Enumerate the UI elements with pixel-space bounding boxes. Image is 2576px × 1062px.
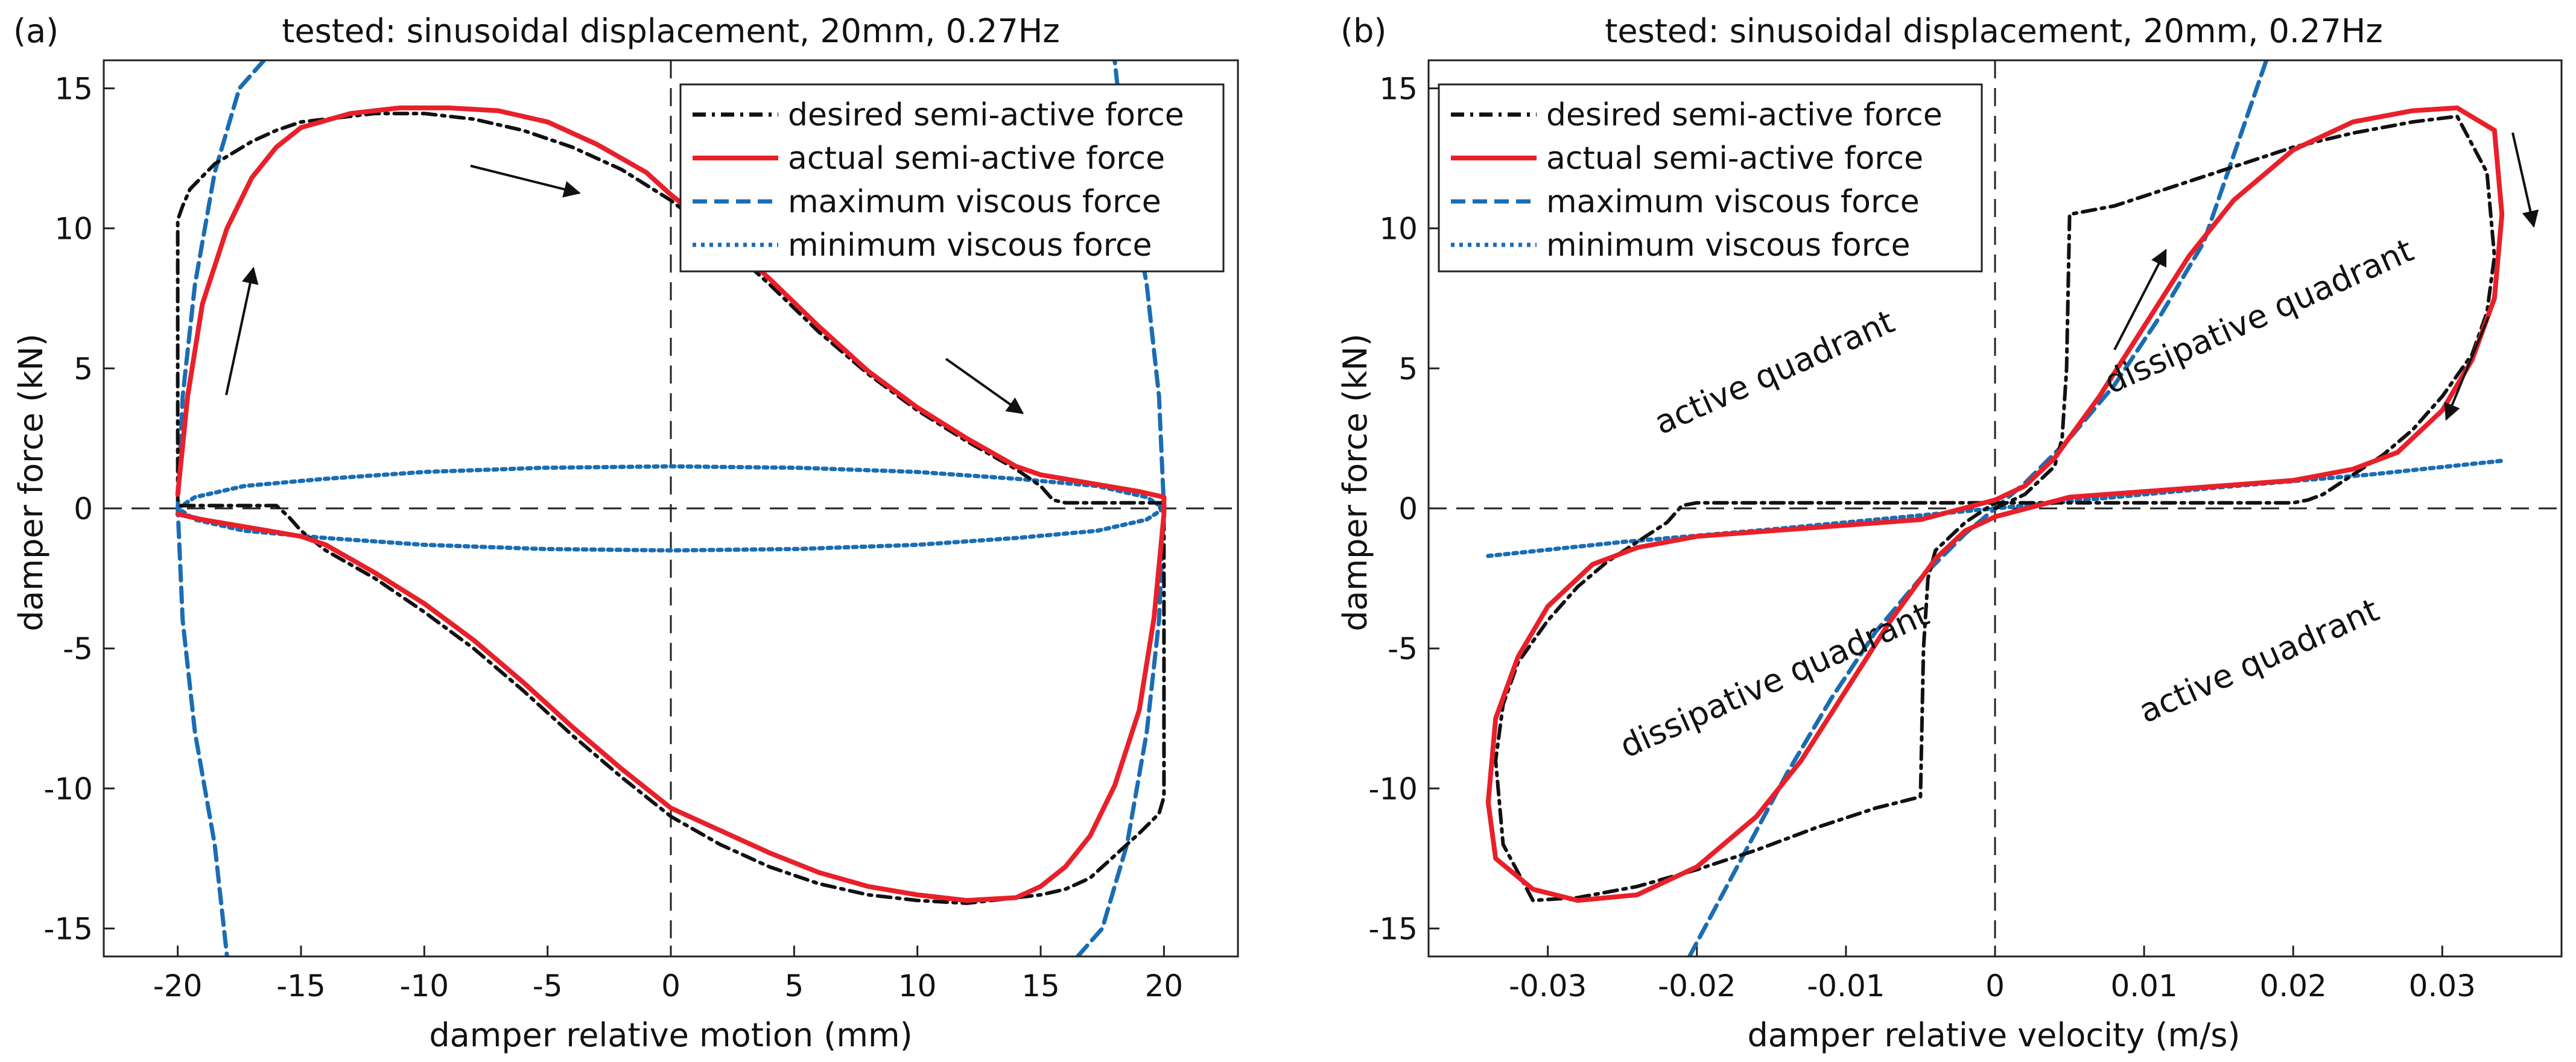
- x-tick-label: -0.02: [1658, 969, 1736, 1004]
- x-tick-label: -5: [533, 969, 563, 1004]
- panel-b: (b) tested: sinusoidal displacement, 20m…: [1336, 12, 2563, 1054]
- panel-b-label: (b): [1340, 12, 1386, 50]
- panel-b-x-ticks: -0.03 -0.02 -0.01 0 0.01 0.02 0.03: [1509, 946, 2476, 1004]
- y-tick-label: -15: [1368, 912, 1418, 947]
- panel-a-x-ticks: -20 -15 -10 -5 0 5 10 15 20: [153, 946, 1183, 1004]
- y-tick-label: -15: [43, 912, 93, 947]
- panel-a-axes-box: [103, 59, 1239, 958]
- x-tick-label: 0.03: [2409, 969, 2476, 1004]
- arrow: [2444, 316, 2490, 421]
- x-tick-label: 0.02: [2260, 969, 2327, 1004]
- panel-b-title: tested: sinusoidal displacement, 20mm, 0…: [1605, 12, 2383, 50]
- arrow: [2113, 248, 2167, 350]
- panel-a-xlabel: damper relative motion (mm): [429, 1016, 912, 1054]
- panel-b-series: [1485, 60, 2505, 956]
- legend-label: maximum viscous force: [1546, 184, 1920, 220]
- y-tick-label: -5: [1388, 631, 1418, 666]
- panel-b-axes-box: [1427, 59, 2563, 958]
- panel-a-ylabel: damper force (kN): [12, 333, 50, 631]
- x-tick-label: 20: [1145, 969, 1184, 1004]
- y-tick-label: -5: [63, 631, 93, 666]
- y-tick-label: -10: [43, 771, 93, 806]
- quadrant-annotation: active quadrant: [2133, 591, 2385, 731]
- panel-b-y-ticks: 15 10 5 0 -5 -10 -15: [1368, 71, 1439, 947]
- legend-label: minimum viscous force: [788, 227, 1152, 264]
- panel-a: (a) tested: sinusoidal displacement, 20m…: [12, 12, 1239, 1054]
- arrow: [2511, 132, 2539, 228]
- legend-label: desired semi-active force: [1546, 97, 1943, 133]
- y-tick-label: 5: [74, 352, 93, 387]
- y-tick-label: 15: [54, 71, 93, 106]
- y-tick-label: 5: [1398, 352, 1418, 387]
- panel-a-title: tested: sinusoidal displacement, 20mm, 0…: [282, 12, 1060, 50]
- y-tick-label: 15: [1379, 71, 1418, 106]
- legend-label: desired semi-active force: [788, 97, 1184, 133]
- y-tick-label: 10: [54, 212, 93, 247]
- x-tick-label: -10: [399, 969, 449, 1004]
- x-tick-label: -20: [153, 969, 203, 1004]
- panel-b-legend: desired semi-active force actual semi-ac…: [1438, 83, 1983, 273]
- legend-label: actual semi-active force: [1546, 141, 1923, 177]
- panel-b-ylabel: damper force (kN): [1336, 333, 1374, 631]
- series-actual-semi-active-force: [175, 105, 1167, 903]
- legend-label: maximum viscous force: [788, 184, 1161, 220]
- panel-a-legend: desired semi-active force actual semi-ac…: [679, 83, 1225, 273]
- x-tick-label: -15: [276, 969, 326, 1004]
- panel-a-y-ticks: 15 10 5 0 -5 -10 -15: [43, 71, 115, 947]
- legend-label: minimum viscous force: [1546, 227, 1911, 264]
- arrow: [225, 267, 259, 396]
- x-tick-label: -0.01: [1807, 969, 1885, 1004]
- x-tick-label: 0.01: [2110, 969, 2177, 1004]
- y-tick-label: 0: [74, 491, 93, 526]
- y-tick-label: -10: [1368, 771, 1418, 806]
- legend-label: actual semi-active force: [788, 141, 1165, 177]
- quadrant-annotation: active quadrant: [1649, 302, 1900, 442]
- series-desired-semi-active-force: [176, 112, 1166, 905]
- arrow: [470, 165, 581, 198]
- x-tick-label: 0: [661, 969, 680, 1004]
- series-actual-semi-active-force: [1485, 105, 2505, 903]
- y-tick-label: 0: [1398, 491, 1418, 526]
- arrow: [945, 358, 1024, 414]
- quadrant-annotation: dissipative quadrant: [1614, 595, 1935, 765]
- x-tick-label: 15: [1021, 969, 1060, 1004]
- panel-a-label: (a): [13, 12, 59, 50]
- x-tick-label: 0: [1985, 969, 2005, 1004]
- panel-a-zero-lines: [104, 60, 1238, 956]
- series-maximum-viscous-force: [1687, 60, 2269, 956]
- series-desired-semi-active-force: [1494, 114, 2496, 903]
- x-tick-label: 5: [784, 969, 804, 1004]
- y-tick-label: 10: [1379, 212, 1418, 247]
- panel-b-xlabel: damper relative velocity (m/s): [1748, 1016, 2241, 1054]
- x-tick-label: 10: [898, 969, 937, 1004]
- x-tick-label: -0.03: [1509, 969, 1587, 1004]
- quadrant-annotation: dissipative quadrant: [2099, 231, 2419, 401]
